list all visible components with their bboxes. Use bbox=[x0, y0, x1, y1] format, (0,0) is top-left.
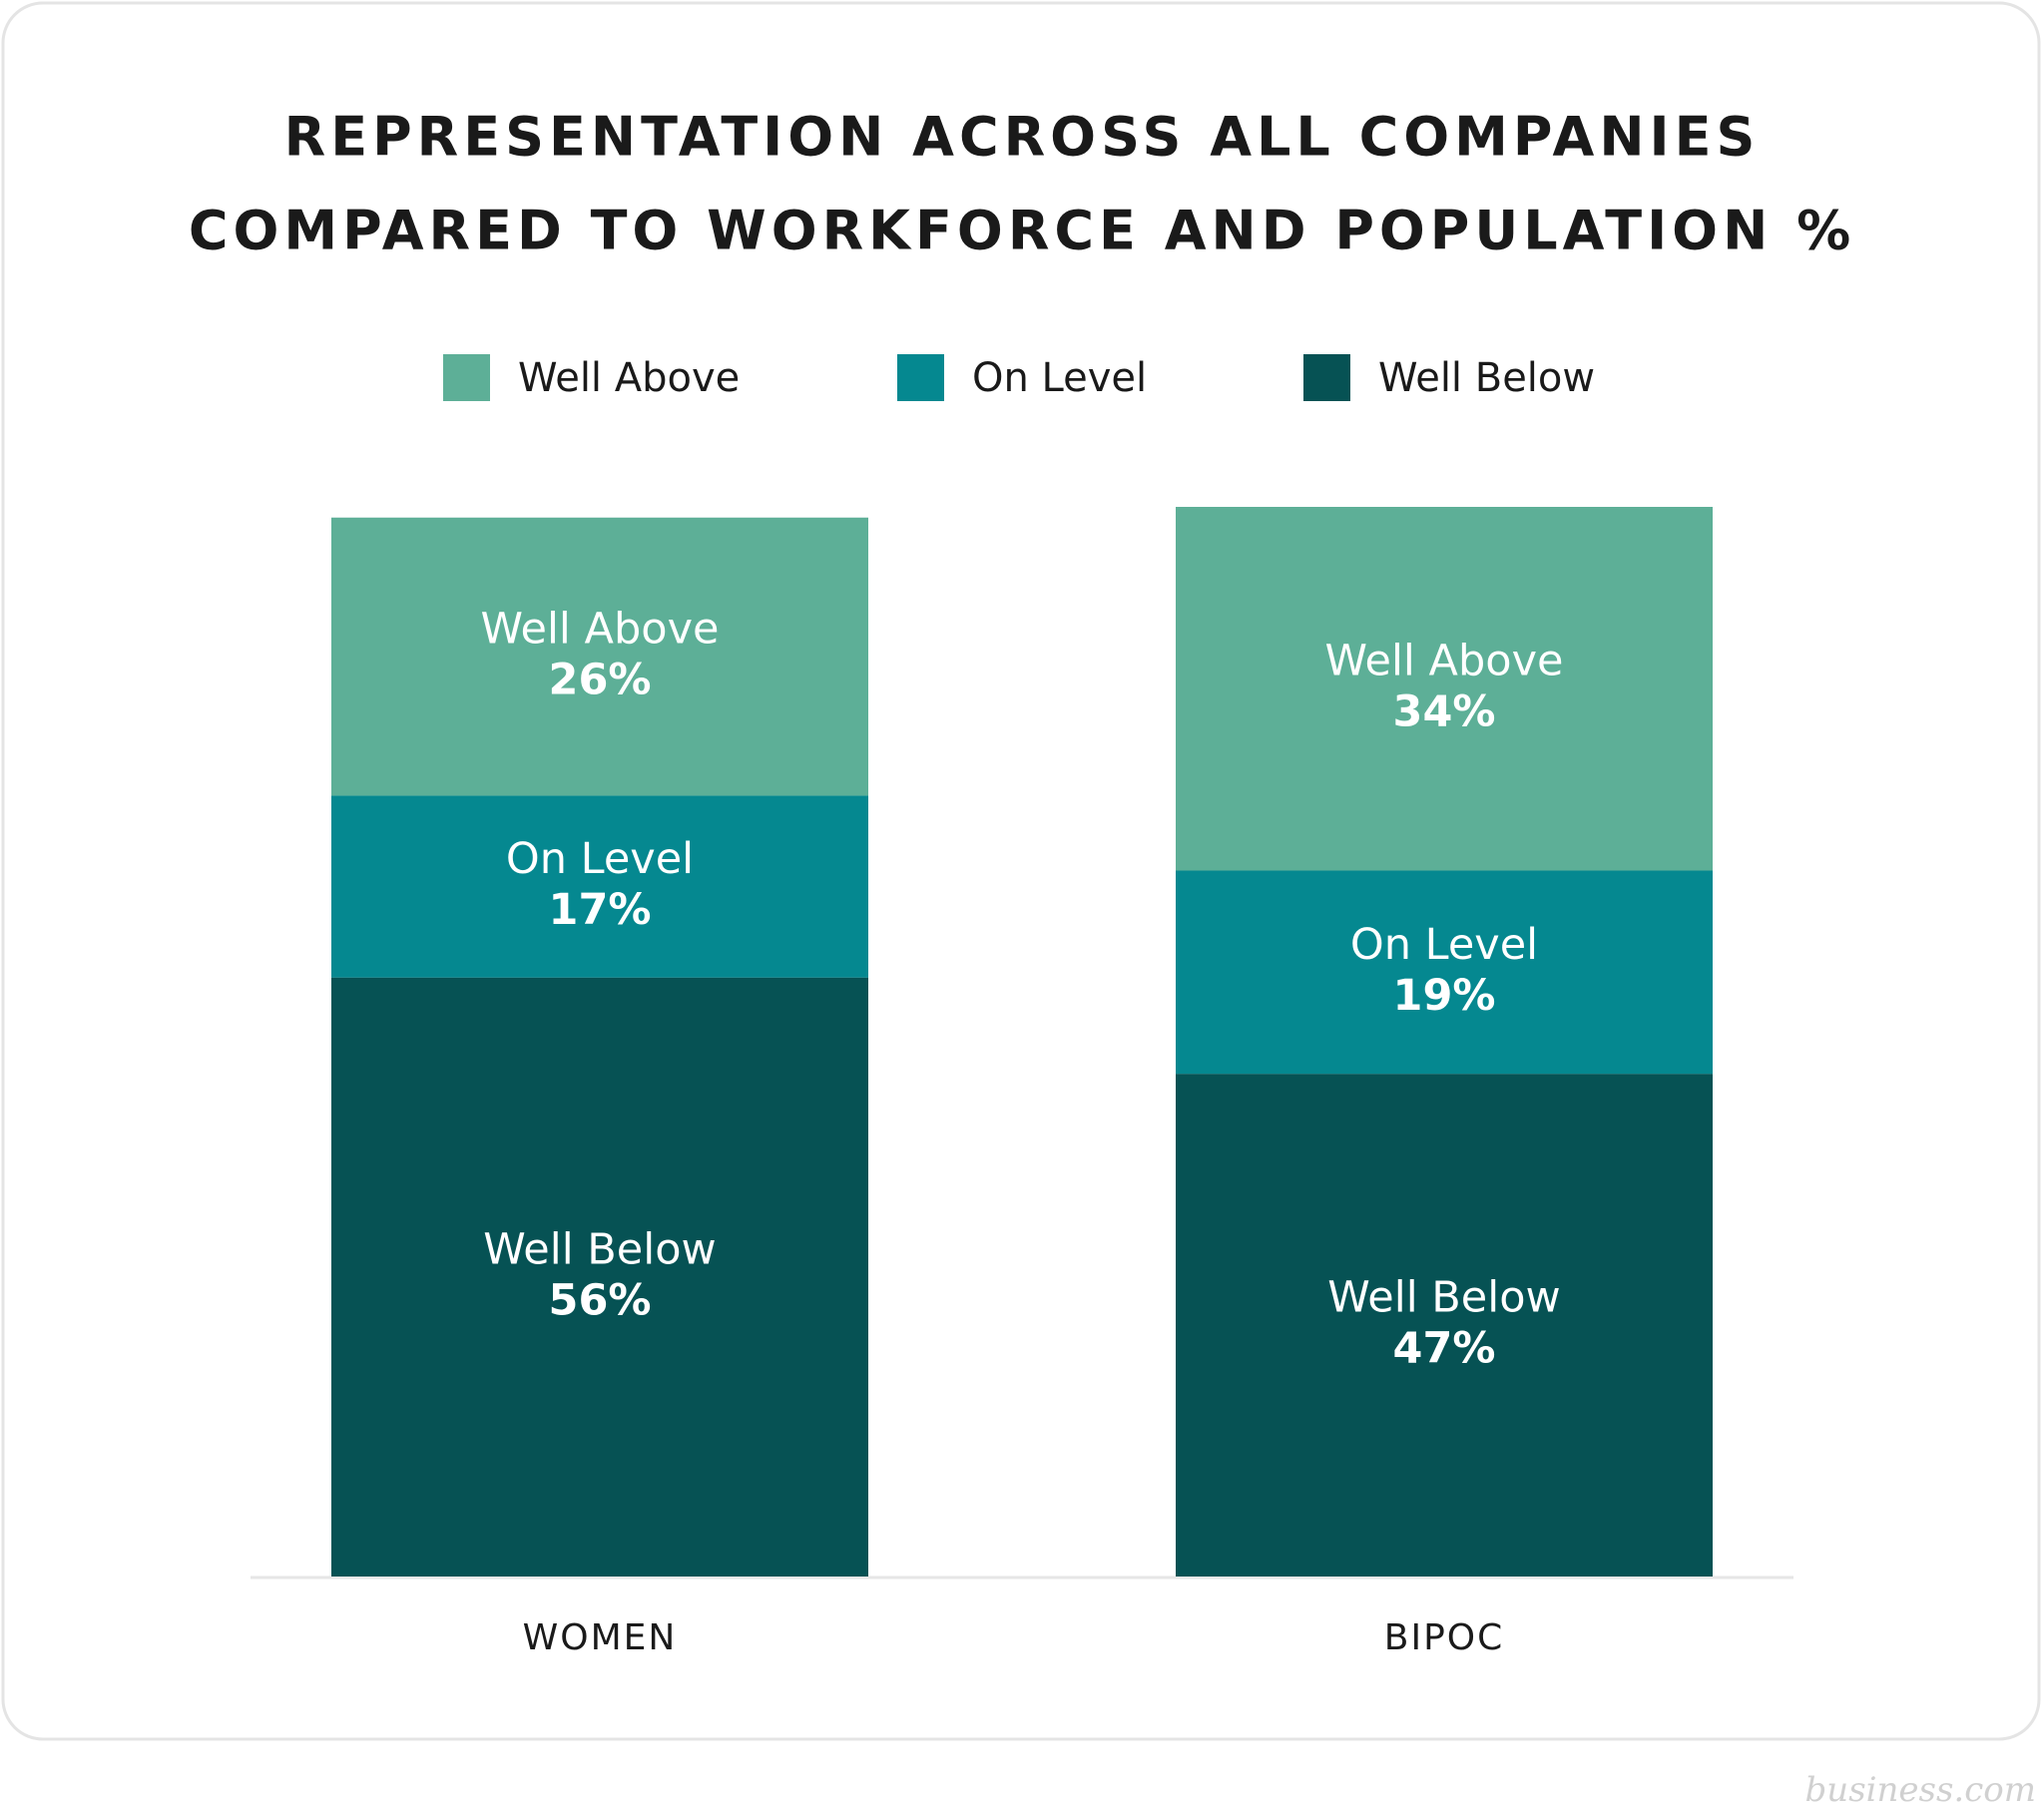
data-label: 47% bbox=[1393, 1324, 1496, 1374]
data-label: 34% bbox=[1393, 687, 1496, 737]
segment-name: Well Above bbox=[481, 605, 720, 655]
bar-segment bbox=[331, 517, 868, 796]
legend-swatch bbox=[897, 354, 944, 401]
segment-name: Well Above bbox=[1325, 637, 1564, 686]
chart-title: REPRESENTATION ACROSS ALL COMPANIES bbox=[284, 106, 1761, 169]
x-tick-label: WOMEN bbox=[523, 1617, 678, 1658]
segment-name: On Level bbox=[506, 834, 694, 884]
bar-segment bbox=[1176, 870, 1713, 1075]
data-label: 26% bbox=[549, 656, 652, 705]
watermark: business.com bbox=[1805, 1770, 2036, 1806]
legend-swatch bbox=[1303, 354, 1350, 401]
chart-title: COMPARED TO WORKFORCE AND POPULATION % bbox=[189, 200, 1855, 262]
segment-name: Well Below bbox=[483, 1224, 716, 1274]
x-tick-label: BIPOC bbox=[1384, 1617, 1505, 1658]
legend-label: Well Below bbox=[1378, 355, 1595, 401]
bar-segment bbox=[331, 795, 868, 978]
card bbox=[1, 1, 2041, 1741]
data-label: 17% bbox=[549, 885, 652, 935]
legend-label: Well Above bbox=[518, 355, 740, 401]
bar-segment bbox=[1176, 507, 1713, 871]
segment-name: Well Below bbox=[1327, 1273, 1560, 1323]
bar-segment bbox=[331, 977, 868, 1577]
bar-segment bbox=[1176, 1074, 1713, 1577]
data-label: 19% bbox=[1393, 971, 1496, 1021]
legend-swatch bbox=[443, 354, 490, 401]
segment-name: On Level bbox=[1350, 920, 1538, 970]
data-label: 56% bbox=[549, 1275, 652, 1325]
legend-label: On Level bbox=[972, 355, 1147, 401]
